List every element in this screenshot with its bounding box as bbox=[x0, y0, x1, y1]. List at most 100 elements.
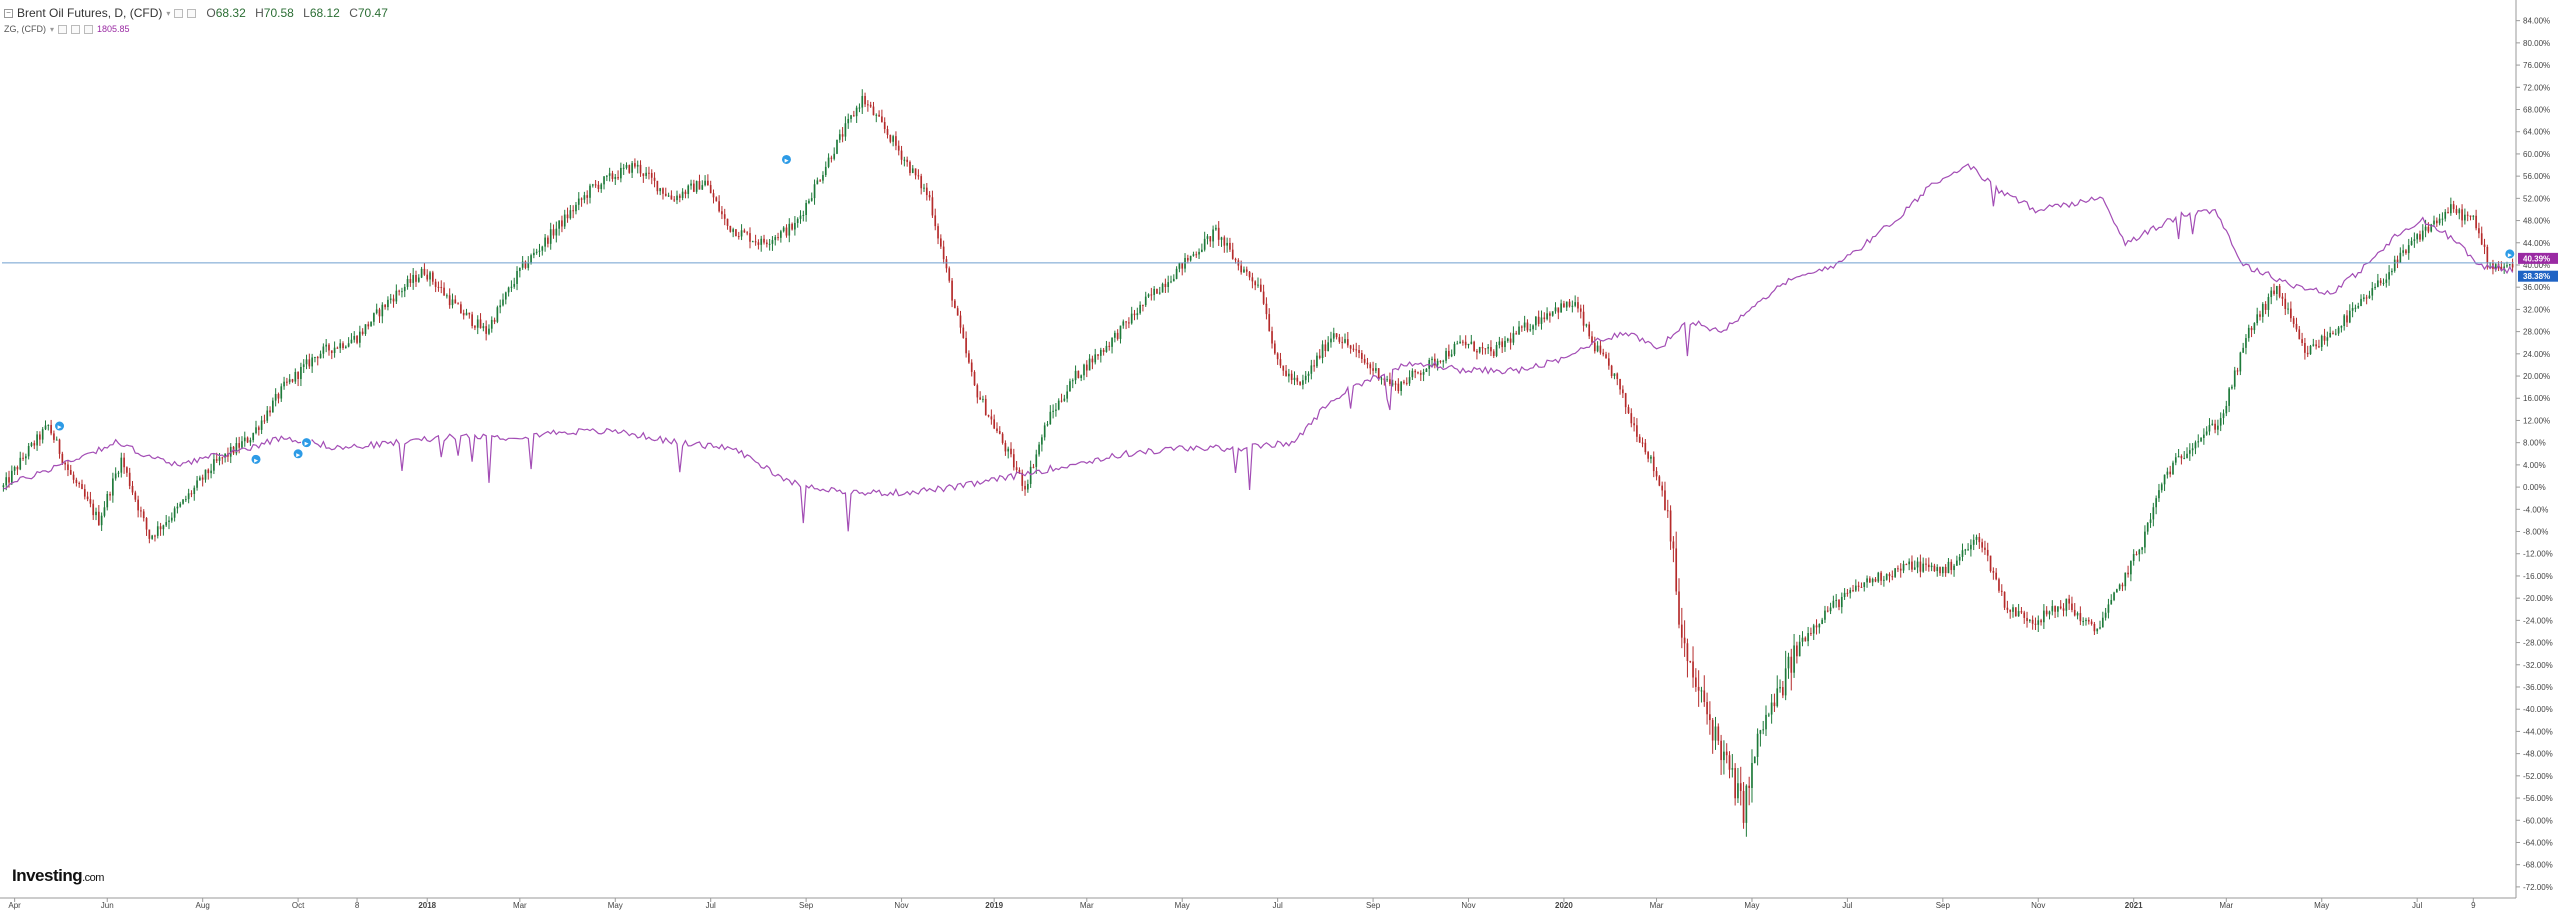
event-marker-icon[interactable]: ▸ bbox=[250, 453, 262, 465]
candle bbox=[662, 187, 664, 200]
event-marker-icon[interactable]: ▸ bbox=[54, 420, 66, 432]
candle bbox=[1622, 385, 1624, 399]
candle bbox=[774, 234, 777, 246]
candle bbox=[1871, 577, 1874, 587]
chevron-down-icon[interactable]: ▾ bbox=[166, 8, 171, 18]
candle bbox=[1504, 336, 1506, 352]
chevron-down-icon[interactable]: ▾ bbox=[50, 24, 55, 34]
candle bbox=[1840, 592, 1843, 614]
candle bbox=[1986, 542, 1989, 562]
candle bbox=[1731, 753, 1734, 778]
candle bbox=[176, 502, 179, 514]
candle bbox=[1888, 572, 1891, 583]
gold-comparison-line bbox=[3, 163, 2514, 532]
candle bbox=[2357, 302, 2360, 309]
hide-series-icon[interactable] bbox=[187, 8, 197, 18]
candle bbox=[2149, 512, 2152, 528]
candle bbox=[954, 298, 956, 309]
candle bbox=[1860, 582, 1863, 588]
candle bbox=[381, 302, 384, 324]
candle bbox=[193, 485, 196, 501]
candle bbox=[1111, 337, 1113, 354]
candle bbox=[1978, 533, 1981, 549]
candle bbox=[2275, 285, 2278, 301]
y-tick-label: -64.00% bbox=[2523, 838, 2553, 847]
event-marker-icon[interactable]: ▸ bbox=[292, 448, 304, 460]
candle bbox=[1563, 300, 1565, 308]
hide-series-icon[interactable] bbox=[71, 24, 81, 34]
y-tick-label: -28.00% bbox=[2523, 639, 2553, 648]
candle bbox=[636, 160, 639, 174]
candle bbox=[2132, 549, 2135, 566]
candle bbox=[134, 490, 137, 503]
candle bbox=[2267, 293, 2270, 317]
candle bbox=[1877, 571, 1880, 583]
candle bbox=[1933, 563, 1936, 572]
candle bbox=[2340, 325, 2343, 333]
main-series-legend[interactable]: − Brent Oil Futures, D, (CFD) ▾ O68.32 H… bbox=[4, 6, 394, 20]
x-axis[interactable]: Apr Jun Aug Oct 8 2018 Mar May Jul Sep Nov 2019 Mar M… bbox=[0, 897, 2516, 910]
event-marker-icon[interactable]: ▸ bbox=[301, 437, 313, 449]
candle bbox=[1010, 442, 1012, 458]
y-axis[interactable]: 84.00% 80.00% 76.00% 72.00% 68.00% 64.00% 60.0… bbox=[2515, 0, 2558, 898]
collapse-legend-icon[interactable]: − bbox=[4, 8, 13, 18]
candle bbox=[541, 245, 544, 256]
candle bbox=[1346, 331, 1349, 348]
y-tick-label: 64.00% bbox=[2523, 128, 2550, 137]
candle bbox=[2281, 292, 2284, 306]
candle bbox=[1616, 372, 1619, 386]
y-tick-label: 24.00% bbox=[2523, 350, 2550, 359]
candle bbox=[1543, 312, 1546, 323]
candle bbox=[1158, 286, 1161, 295]
candle bbox=[1408, 370, 1411, 386]
brand-name: Investing bbox=[12, 866, 83, 885]
candle bbox=[577, 192, 580, 211]
candle bbox=[575, 201, 577, 215]
candle bbox=[2332, 330, 2334, 335]
event-marker-icon[interactable]: ▸ bbox=[780, 153, 792, 165]
candle bbox=[1585, 323, 1588, 328]
candle bbox=[628, 164, 631, 174]
candle bbox=[199, 475, 201, 481]
candle bbox=[78, 481, 81, 488]
event-marker-icon[interactable]: ▸ bbox=[2504, 248, 2516, 260]
candle bbox=[1209, 235, 1212, 247]
candle bbox=[1776, 675, 1779, 708]
remove-series-icon[interactable] bbox=[84, 24, 94, 34]
candle bbox=[2023, 610, 2026, 624]
candle bbox=[2009, 609, 2012, 619]
candle bbox=[2472, 215, 2475, 221]
candle bbox=[103, 501, 106, 518]
candle bbox=[1720, 734, 1722, 775]
main-series-title[interactable]: Brent Oil Futures, D, (CFD) bbox=[17, 6, 163, 20]
candle bbox=[808, 198, 810, 205]
candle bbox=[569, 205, 572, 220]
candle bbox=[707, 174, 709, 186]
candle bbox=[1711, 718, 1714, 754]
candle bbox=[128, 467, 131, 490]
candle bbox=[940, 234, 942, 249]
settings-icon[interactable] bbox=[58, 24, 68, 34]
candle bbox=[2278, 284, 2281, 299]
candle bbox=[869, 101, 872, 108]
candle bbox=[187, 488, 190, 504]
candle bbox=[878, 110, 880, 117]
settings-icon[interactable] bbox=[174, 8, 184, 18]
candle bbox=[272, 397, 274, 413]
candle bbox=[1172, 274, 1175, 282]
y-tick-label: 80.00% bbox=[2523, 39, 2550, 48]
candle bbox=[1624, 392, 1627, 414]
candle bbox=[670, 190, 673, 200]
x-tick-label: Apr bbox=[8, 901, 21, 910]
candle bbox=[2391, 268, 2393, 276]
comparison-series-title[interactable]: ZG, (CFD) bbox=[4, 24, 46, 34]
candle bbox=[1389, 372, 1391, 387]
candle bbox=[625, 162, 628, 170]
comparison-series-legend[interactable]: ZG, (CFD) ▾ 1805.85 bbox=[4, 22, 394, 36]
candle bbox=[2051, 600, 2054, 616]
candle bbox=[998, 426, 1001, 435]
candle bbox=[1105, 340, 1108, 353]
candle bbox=[75, 477, 78, 487]
candle bbox=[2146, 522, 2149, 535]
